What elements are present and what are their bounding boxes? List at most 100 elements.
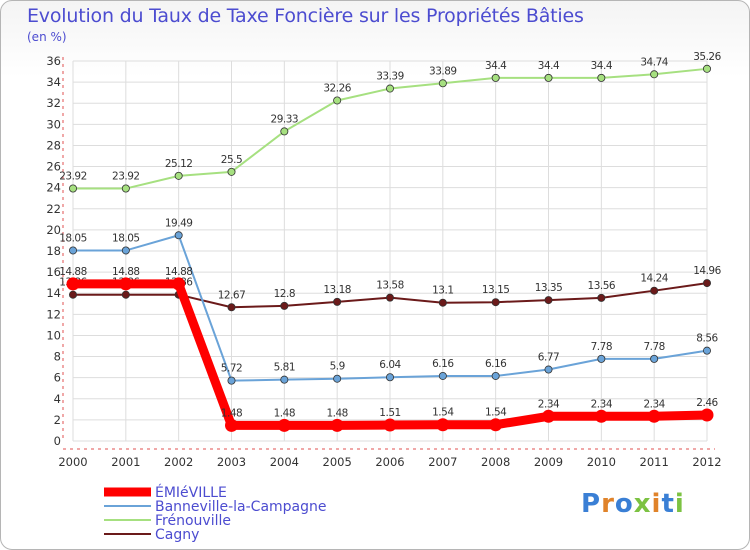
data-label: 2.34	[643, 398, 665, 410]
data-point	[489, 418, 503, 432]
x-tick-label: 2010	[587, 455, 616, 469]
x-tick-label: 2008	[481, 455, 510, 469]
x-tick-label: 2009	[534, 455, 563, 469]
data-point	[650, 354, 659, 363]
series--mi-ville: 14.88 14.88 14.88 1.48 1.48 1.48 1.51 1.54 1.54 2…	[59, 266, 719, 432]
x-tick-label: 2000	[58, 455, 87, 469]
data-point	[119, 277, 133, 291]
legend-label: Frénouville	[155, 513, 231, 529]
data-point	[172, 277, 186, 291]
x-tick-label: 2001	[111, 455, 140, 469]
data-label: 1.48	[221, 407, 242, 419]
data-point	[597, 73, 606, 82]
data-label: 14.24	[640, 273, 668, 285]
logo-letter: t	[661, 489, 675, 519]
data-label: 13.15	[482, 284, 510, 296]
y-tick-label: 18	[46, 244, 61, 258]
logo-letter: r	[601, 489, 615, 519]
data-label: 1.54	[485, 407, 507, 419]
data-point	[174, 171, 183, 180]
legend: ÉMIéVILLEBanneville-la-CampagneFrénouvil…	[104, 484, 327, 543]
data-label: 32.26	[323, 82, 351, 94]
data-label: 5.72	[221, 363, 242, 375]
data-point	[227, 167, 236, 176]
y-tick-label: 6	[54, 371, 61, 385]
data-label: 14.88	[59, 266, 87, 278]
data-label: 14.88	[165, 266, 193, 278]
data-point	[174, 231, 183, 240]
data-point	[69, 246, 78, 255]
data-label: 6.16	[485, 358, 507, 370]
data-label: 13.56	[588, 280, 616, 292]
y-tick-label: 16	[46, 265, 61, 279]
data-label: 2.34	[538, 398, 560, 410]
data-point	[438, 298, 447, 307]
data-label: 12.67	[218, 289, 246, 301]
data-point	[66, 277, 80, 291]
y-tick-label: 22	[46, 202, 61, 216]
x-tick-label: 2005	[323, 455, 352, 469]
x-tick-label: 2003	[217, 455, 246, 469]
data-label: 1.51	[379, 407, 400, 419]
data-point	[280, 301, 289, 310]
logo-letter: i	[674, 489, 685, 519]
data-point	[333, 297, 342, 306]
data-label: 18.05	[112, 232, 140, 244]
data-label: 1.48	[326, 407, 347, 419]
data-label: 34.4	[538, 60, 560, 72]
data-point	[385, 373, 394, 382]
data-point	[491, 371, 500, 380]
data-point	[330, 418, 344, 432]
data-label: 6.16	[432, 358, 454, 370]
data-point	[703, 64, 712, 73]
data-point	[333, 374, 342, 383]
data-point	[700, 408, 714, 422]
data-point	[121, 184, 130, 193]
y-tick-label: 32	[46, 96, 61, 110]
x-tick-label: 2011	[640, 455, 669, 469]
proxiti-logo: Proxiti	[581, 489, 685, 519]
y-tick-label: 8	[54, 350, 61, 364]
y-tick-label: 28	[46, 138, 61, 152]
data-label: 12.8	[274, 288, 295, 300]
y-tick-label: 26	[46, 160, 61, 174]
data-point	[544, 296, 553, 305]
data-point	[544, 73, 553, 82]
data-label: 14.96	[693, 265, 721, 277]
data-point	[703, 279, 712, 288]
chart-title: Evolution du Taux de Taxe Foncière sur l…	[27, 5, 584, 27]
data-label: 34.4	[591, 60, 613, 72]
data-point	[280, 375, 289, 384]
data-label: 7.78	[643, 341, 664, 353]
data-label: 5.9	[330, 361, 345, 373]
x-tick-label: 2004	[270, 455, 299, 469]
data-label: 25.5	[221, 154, 242, 166]
data-point	[69, 184, 78, 193]
data-label: 19.49	[165, 217, 193, 229]
data-label: 7.78	[591, 341, 612, 353]
data-point	[333, 96, 342, 105]
data-point	[385, 293, 394, 302]
y-tick-label: 30	[46, 117, 61, 131]
y-tick-label: 34	[46, 75, 61, 89]
data-point	[647, 409, 661, 423]
data-label: 18.05	[59, 232, 87, 244]
data-label: 25.12	[165, 158, 193, 170]
data-label: 2.34	[591, 398, 613, 410]
x-tick-label: 2012	[692, 455, 721, 469]
data-point	[438, 79, 447, 88]
data-label: 33.89	[429, 65, 457, 77]
data-point	[650, 70, 659, 79]
data-label: 13.18	[323, 284, 351, 296]
data-point	[491, 73, 500, 82]
x-tick-label: 2006	[375, 455, 404, 469]
data-label: 6.77	[538, 352, 559, 364]
data-point	[121, 290, 130, 299]
data-point	[121, 246, 130, 255]
data-point	[227, 303, 236, 312]
y-tick-label: 36	[46, 54, 61, 68]
y-axis-unit-label: (en %)	[27, 30, 67, 44]
data-point	[277, 418, 291, 432]
